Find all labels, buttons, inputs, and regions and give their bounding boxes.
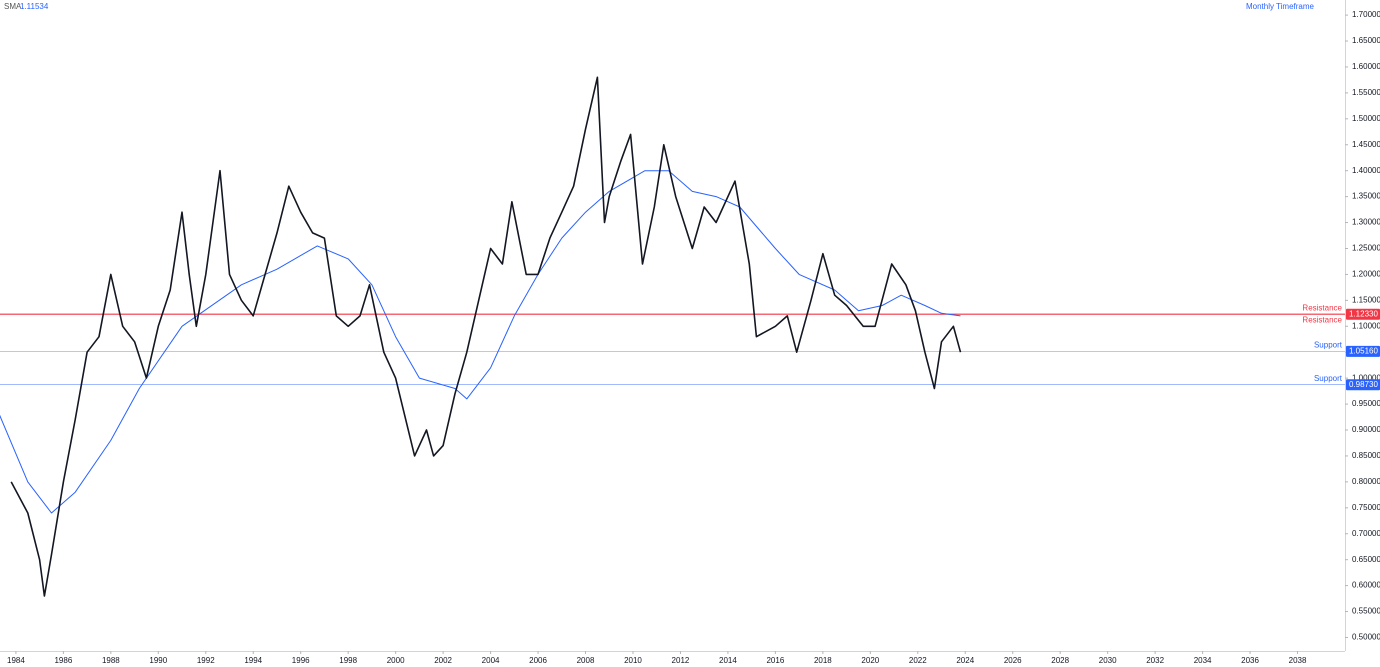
y-tick-label: 0.95000	[1352, 399, 1380, 408]
x-tick-label: 2020	[861, 656, 879, 665]
y-tick-label: 1.65000	[1352, 36, 1380, 45]
y-tick-label: 1.55000	[1352, 88, 1380, 97]
x-tick-label: 2036	[1241, 656, 1259, 665]
level-price-box	[1346, 308, 1380, 320]
y-tick-label: 0.60000	[1352, 581, 1380, 590]
y-tick-label: 1.60000	[1352, 62, 1380, 71]
level-note: Support	[1314, 374, 1343, 383]
indicator-value: 1.11534	[20, 2, 49, 11]
x-tick-label: 2008	[577, 656, 595, 665]
y-tick-label: 0.65000	[1352, 555, 1380, 564]
y-tick-label: 0.90000	[1352, 425, 1380, 434]
x-tick-label: 2016	[766, 656, 784, 665]
y-tick-label: 0.55000	[1352, 607, 1380, 616]
x-tick-label: 1998	[339, 656, 357, 665]
level-price-label: 0.98730	[1349, 380, 1378, 389]
y-tick-label: 1.70000	[1352, 10, 1380, 19]
x-tick-label: 2000	[387, 656, 405, 665]
y-tick-label: 1.15000	[1352, 295, 1380, 304]
y-tick-label: 1.00000	[1352, 373, 1380, 382]
x-tick-label: 1984	[7, 656, 25, 665]
x-tick-label: 2026	[1004, 656, 1022, 665]
x-tick-label: 1990	[149, 656, 167, 665]
indicator-name: SMA	[4, 2, 22, 11]
timeframe-label: Monthly Timeframe	[1246, 2, 1315, 11]
x-tick-label: 1988	[102, 656, 120, 665]
y-tick-label: 1.25000	[1352, 244, 1380, 253]
x-tick-label: 2022	[909, 656, 927, 665]
y-tick-label: 1.20000	[1352, 270, 1380, 279]
x-tick-label: 2006	[529, 656, 547, 665]
sma-line	[0, 170, 961, 514]
level-price-label: 1.12330	[1349, 309, 1378, 318]
level-note: Support	[1314, 340, 1343, 349]
level-note: Resistance	[1302, 303, 1342, 312]
y-tick-label: 0.70000	[1352, 529, 1380, 538]
level-price-label: 1.05160	[1349, 346, 1378, 355]
level-price-box	[1346, 379, 1380, 391]
y-tick-label: 1.40000	[1352, 166, 1380, 175]
y-tick-label: 1.35000	[1352, 192, 1380, 201]
x-tick-label: 2018	[814, 656, 832, 665]
y-tick-label: 0.50000	[1352, 633, 1380, 642]
x-tick-label: 1992	[197, 656, 215, 665]
y-tick-label: 1.30000	[1352, 218, 1380, 227]
x-tick-label: 2032	[1146, 656, 1164, 665]
x-tick-label: 2014	[719, 656, 737, 665]
x-tick-label: 1986	[54, 656, 72, 665]
y-tick-label: 1.45000	[1352, 140, 1380, 149]
x-tick-label: 2034	[1194, 656, 1212, 665]
x-tick-label: 2030	[1099, 656, 1117, 665]
y-tick-label: 1.10000	[1352, 321, 1380, 330]
y-tick-label: 0.80000	[1352, 477, 1380, 486]
x-tick-label: 1994	[244, 656, 262, 665]
y-tick-label: 0.85000	[1352, 451, 1380, 460]
x-tick-label: 2024	[956, 656, 974, 665]
y-tick-label: 1.50000	[1352, 114, 1380, 123]
x-tick-label: 2012	[672, 656, 690, 665]
level-note: Resistance	[1302, 315, 1342, 324]
price-line	[10, 76, 962, 597]
level-price-box	[1346, 345, 1380, 357]
y-tick-label: 0.75000	[1352, 503, 1380, 512]
x-tick-label: 2010	[624, 656, 642, 665]
x-tick-label: 2002	[434, 656, 452, 665]
x-tick-label: 2038	[1289, 656, 1307, 665]
x-tick-label: 2004	[482, 656, 500, 665]
x-tick-label: 2028	[1051, 656, 1069, 665]
x-tick-label: 1996	[292, 656, 310, 665]
